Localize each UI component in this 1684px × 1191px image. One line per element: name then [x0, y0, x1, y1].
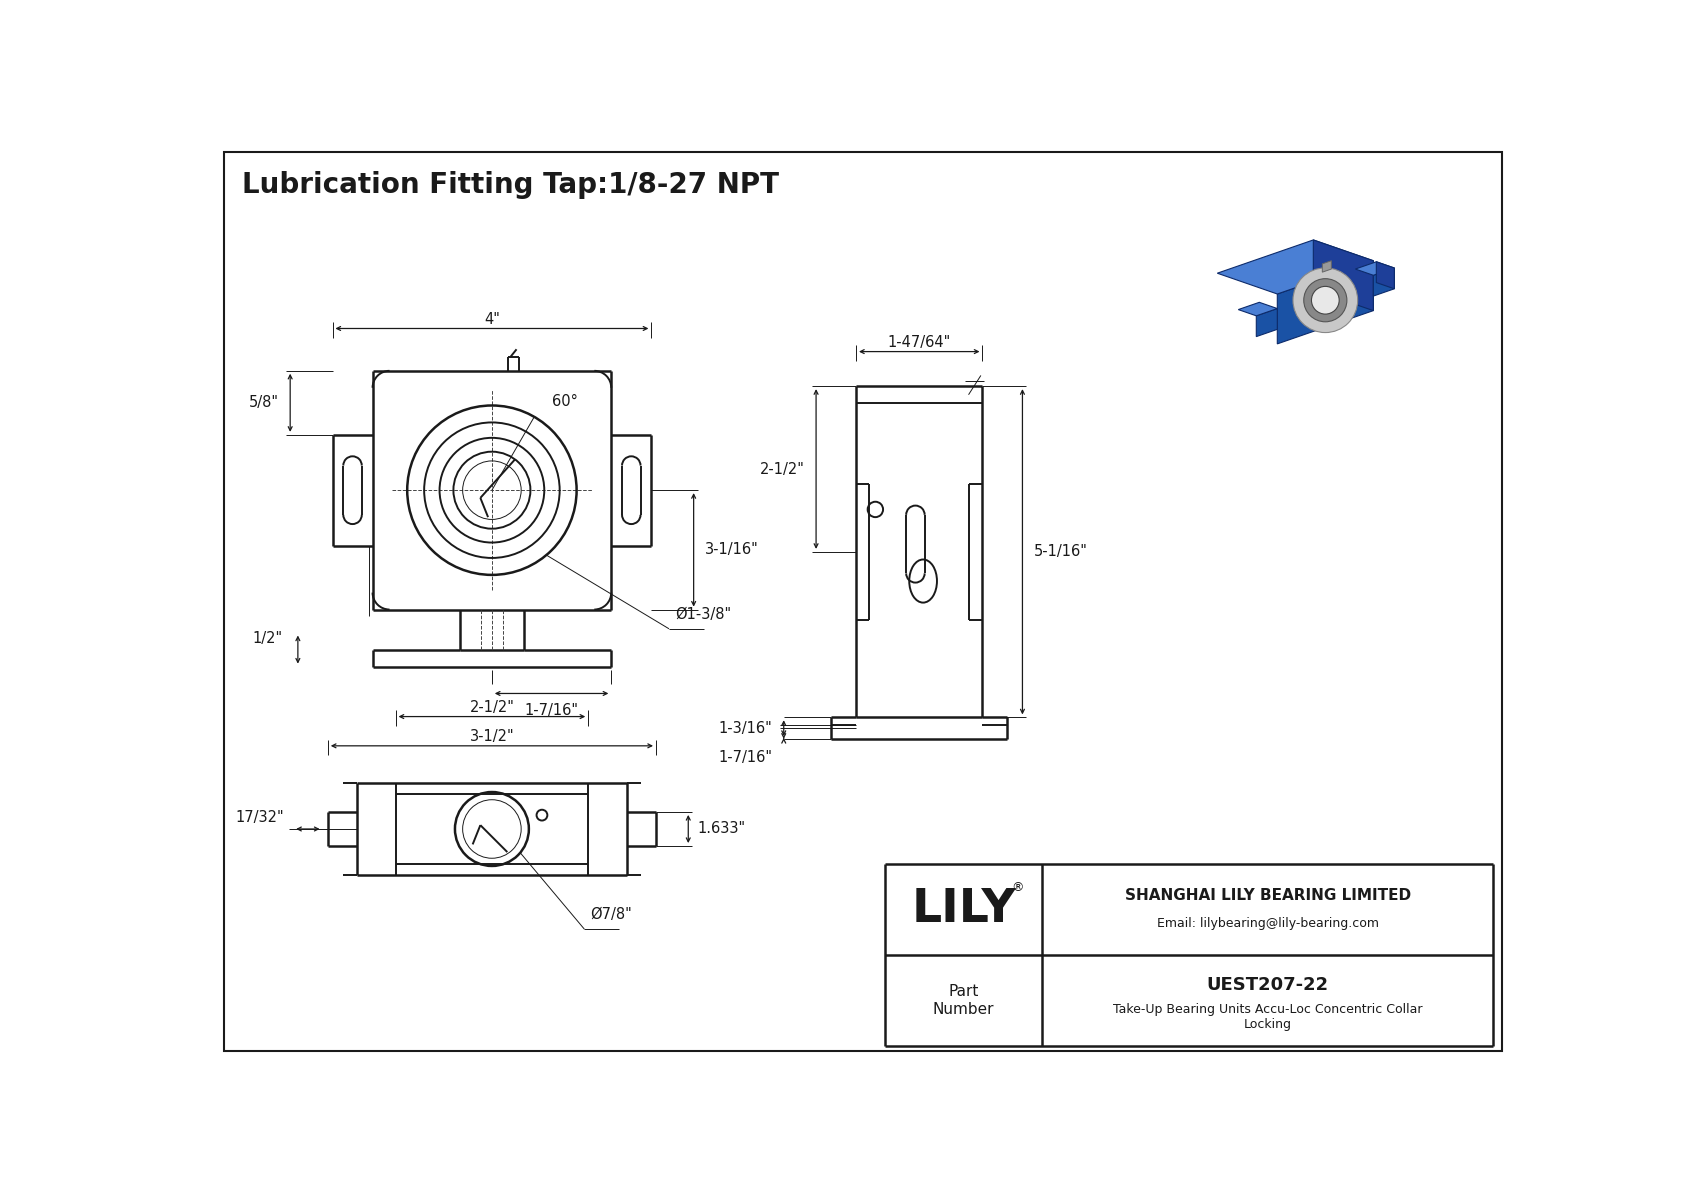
Circle shape: [1303, 279, 1347, 322]
Text: UEST207-22: UEST207-22: [1207, 977, 1329, 994]
Polygon shape: [1218, 239, 1374, 294]
Text: Ø7/8": Ø7/8": [591, 908, 632, 922]
Polygon shape: [1314, 239, 1374, 311]
Text: 1-47/64": 1-47/64": [887, 335, 951, 350]
Text: 3-1/16": 3-1/16": [706, 542, 759, 557]
Text: Lubrication Fitting Tap:1/8-27 NPT: Lubrication Fitting Tap:1/8-27 NPT: [242, 170, 778, 199]
Text: 17/32": 17/32": [236, 810, 285, 825]
Text: 2-1/2": 2-1/2": [470, 700, 514, 715]
Circle shape: [1293, 268, 1357, 332]
Text: 1-7/16": 1-7/16": [717, 750, 773, 766]
Polygon shape: [1256, 308, 1276, 337]
Text: 2-1/2": 2-1/2": [759, 462, 805, 476]
Text: 1-3/16": 1-3/16": [719, 721, 773, 736]
Text: Email: lilybearing@lily-bearing.com: Email: lilybearing@lily-bearing.com: [1157, 917, 1379, 930]
Text: 4": 4": [483, 312, 500, 326]
Text: 5-1/16": 5-1/16": [1034, 544, 1088, 560]
Polygon shape: [1238, 303, 1276, 316]
Circle shape: [1312, 286, 1339, 314]
Text: Ø1-3/8": Ø1-3/8": [675, 607, 731, 622]
Text: 3-1/2": 3-1/2": [470, 729, 514, 744]
Text: Part
Number: Part Number: [933, 984, 994, 1017]
Text: 60°: 60°: [552, 394, 578, 410]
Text: LILY: LILY: [911, 887, 1015, 931]
Text: 5/8": 5/8": [249, 395, 278, 410]
Text: 1.633": 1.633": [697, 822, 746, 836]
Text: SHANGHAI LILY BEARING LIMITED: SHANGHAI LILY BEARING LIMITED: [1125, 888, 1411, 903]
Text: Take-Up Bearing Units Accu-Loc Concentric Collar
Locking: Take-Up Bearing Units Accu-Loc Concentri…: [1113, 1004, 1423, 1031]
Text: ®: ®: [1012, 881, 1024, 894]
Text: 1-7/16": 1-7/16": [525, 703, 579, 718]
Polygon shape: [1374, 268, 1394, 297]
Polygon shape: [1276, 261, 1374, 344]
Text: 1/2": 1/2": [253, 631, 283, 646]
Polygon shape: [1376, 262, 1394, 288]
Polygon shape: [1356, 262, 1394, 275]
Polygon shape: [1322, 261, 1332, 273]
